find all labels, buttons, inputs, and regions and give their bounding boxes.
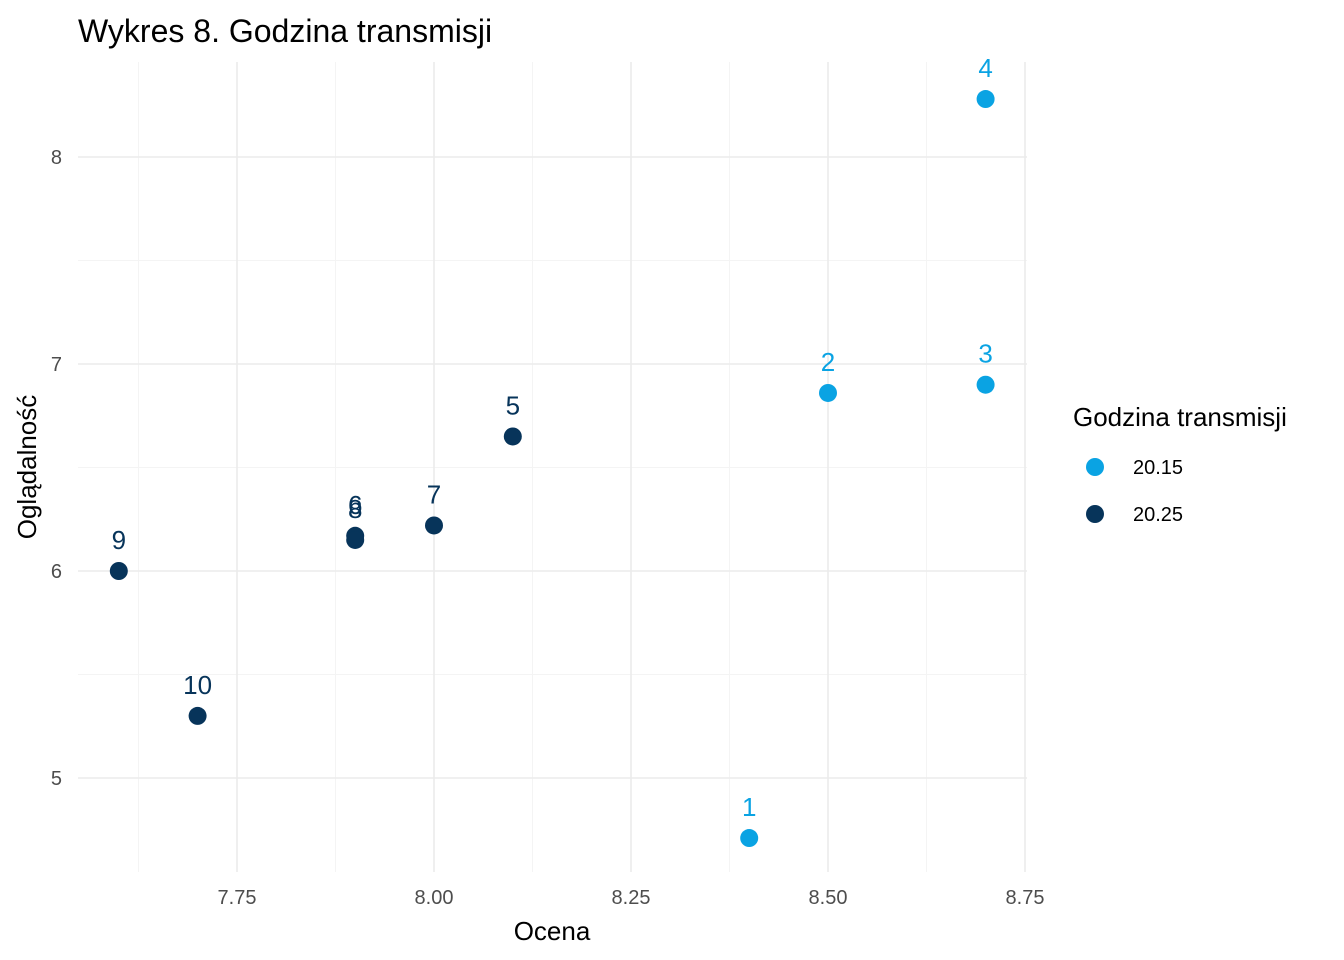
x-tick-label: 8.50 [809,887,848,909]
y-tick-label: 7 [51,354,62,376]
legend-key [1086,505,1104,523]
legend-label: 20.15 [1133,457,1183,479]
x-axis-title: Ocena [514,916,591,946]
y-tick-label: 6 [51,561,62,583]
data-label: 7 [427,479,441,509]
data-label: 1 [742,792,756,822]
chart-title: Wykres 8. Godzina transmisji [78,13,492,49]
data-point [425,516,443,535]
x-axis-ticks: 7.75 8.00 8.25 8.50 8.75 [218,887,1045,909]
x-tick-label: 8.00 [415,887,454,909]
data-label: 8 [348,494,362,524]
data-point [346,530,365,549]
data-point [819,383,837,402]
point-labels: 1 2 3 4 5 68 7 9 10 [112,53,993,822]
legend: Godzina transmisji 20.15 20.25 [1073,402,1287,526]
legend-title: Godzina transmisji [1073,402,1287,432]
data-point [188,706,207,725]
x-tick-label: 8.25 [612,887,651,909]
legend-entries: 20.15 20.25 [1086,457,1183,526]
data-points [109,90,995,848]
data-label: 5 [506,390,520,420]
grid [78,62,1027,872]
data-label: 2 [821,347,835,377]
data-label: 4 [978,53,992,83]
y-tick-label: 8 [51,147,62,169]
data-point [740,829,759,848]
legend-label: 20.25 [1133,504,1183,526]
data-point [503,427,522,446]
legend-key [1086,458,1104,476]
y-axis-ticks: 5 6 7 8 [51,147,62,790]
data-point [976,375,995,394]
x-tick-label: 7.75 [218,887,257,909]
y-axis-title: Oglądalność [12,395,42,540]
data-point [109,562,128,580]
y-tick-label: 5 [51,768,62,790]
data-point [976,90,995,109]
data-label: 6 [348,490,362,520]
data-label: 9 [112,525,126,555]
x-tick-label: 8.75 [1006,887,1045,909]
data-label: 3 [978,339,992,369]
data-label: 10 [183,670,212,700]
